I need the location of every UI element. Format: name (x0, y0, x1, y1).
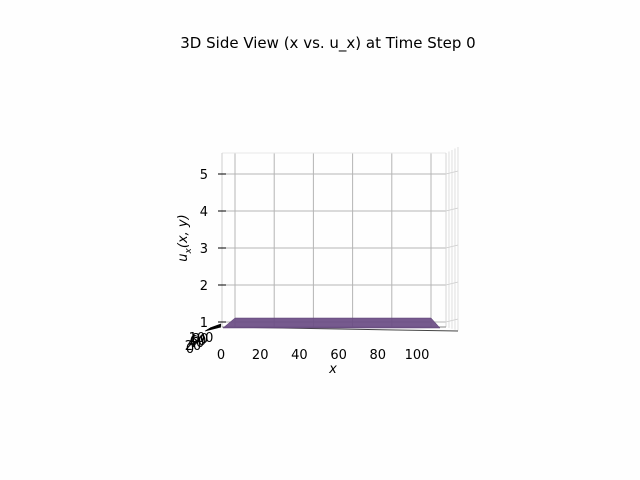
label-layer: x ux(x, y) (176, 214, 337, 377)
z-tick-label: 3 (200, 242, 208, 257)
y-tick-label: 80 (192, 332, 209, 347)
surface-layer (222, 317, 441, 329)
z-tick-label: 1 (200, 316, 208, 331)
z-axis-label: ux(x, y) (176, 214, 194, 261)
x-tick-label: 20 (252, 348, 269, 363)
surface-band (222, 317, 441, 329)
z-axis-label-base: u (176, 253, 191, 261)
y-tick-label: 40 (188, 336, 205, 351)
y-tick-label: 60 (190, 334, 207, 349)
z-tick-label: 5 (200, 168, 208, 183)
x-tick-label: 0 (217, 348, 225, 363)
x-tick-label: 80 (370, 348, 387, 363)
z-tick-label: 2 (200, 279, 208, 294)
x-tick-label: 100 (405, 348, 430, 363)
x-tick-label: 40 (291, 348, 308, 363)
z-tick-label: 4 (200, 205, 208, 220)
z-axis-label-subscript: x (184, 247, 194, 254)
y-tick-label: 0 (186, 342, 194, 357)
z-axis-label-args: (x, y) (176, 214, 191, 248)
y-tick-label: 20 (185, 339, 202, 354)
chart-title: 3D Side View (x vs. u_x) at Time Step 0 (180, 34, 476, 52)
x-tick-label: 60 (330, 348, 347, 363)
y-tick-label: 100 (189, 331, 214, 346)
x-axis-label: x (328, 362, 337, 377)
pane-edges (221, 147, 459, 332)
y-tick-mark (209, 323, 222, 329)
grid-layer (222, 153, 459, 327)
